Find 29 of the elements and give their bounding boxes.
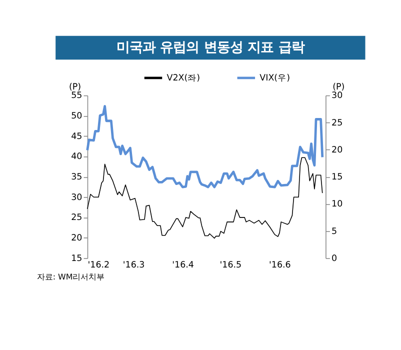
y-tick-label: 25 [71,213,82,224]
x-tick-label: '16.6 [269,260,291,270]
y-tick-label: 45 [71,132,82,142]
legend-label: V2X(좌) [166,73,200,84]
y-tick-label: 15 [71,254,82,264]
y2-tick-label: 5 [332,226,338,237]
y2-tick-label: 25 [332,118,343,128]
y-tick-label: 50 [71,112,82,122]
y-axis-title: (P) [69,82,82,92]
x-tick-label: '16.2 [88,260,110,270]
y2-tick-label: 15 [332,172,343,183]
text: 자료: WM리서치부 [36,272,105,282]
x-tick-label: '16.3 [122,260,145,270]
y-tick-label: 20 [71,234,82,244]
y-tick-label: 40 [71,152,82,162]
y2-tick-label: 20 [332,145,343,156]
y2-tick-label: 10 [332,200,343,210]
x-tick-label: '16.4 [172,260,194,270]
y2-axis-title: (P) [332,82,345,92]
chart-title: 미국과 유럽의 변동성 지표 급락 [116,40,304,56]
legend-label: VIX(우) [260,73,290,84]
y2-tick-label: 30 [332,91,343,102]
x-tick-label: '16.5 [220,260,242,270]
y-tick-label: 35 [71,172,82,183]
y-tick-label: 55 [71,91,82,102]
y-tick-label: 30 [71,192,82,203]
y2-tick-label: 0 [332,254,338,264]
line-series [86,157,323,239]
line-series [86,105,324,188]
